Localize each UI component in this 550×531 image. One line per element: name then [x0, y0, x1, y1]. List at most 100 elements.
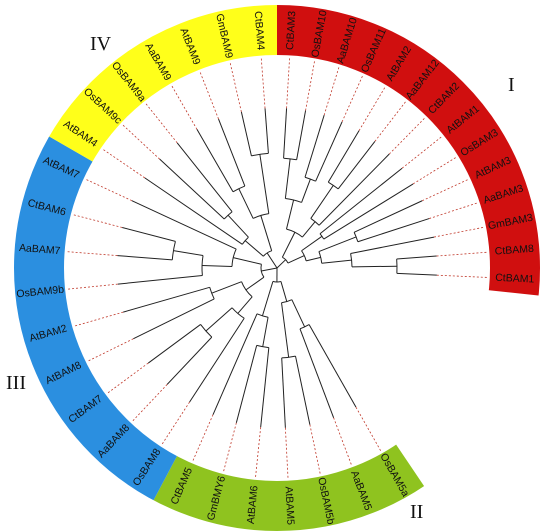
tree-branch	[315, 121, 343, 182]
group-label-ii: II	[410, 501, 424, 523]
tree-branch	[244, 240, 264, 257]
tree-branch	[212, 313, 258, 415]
tree-branch	[122, 227, 176, 242]
tree-branch	[318, 153, 390, 226]
tree-branch	[196, 129, 234, 193]
group-label-iii: III	[6, 372, 26, 394]
leader-line	[103, 149, 146, 179]
leader-line	[223, 422, 237, 472]
tree-branch	[245, 276, 265, 291]
tree-branch	[308, 324, 357, 408]
leader-line	[67, 251, 118, 257]
leader-line	[436, 251, 487, 257]
tree-branch	[281, 302, 290, 358]
tree-branch	[357, 218, 430, 243]
tree-branch	[284, 158, 291, 199]
leader-line	[355, 406, 381, 451]
leader-line	[309, 424, 321, 474]
leader-line	[286, 58, 290, 109]
leader-line	[260, 58, 266, 109]
tree-branch	[260, 215, 273, 251]
tree-branch	[260, 347, 270, 428]
tree-branch	[295, 355, 311, 425]
leader-line	[107, 362, 149, 394]
leader-lines	[67, 58, 487, 478]
tree-branch	[166, 336, 213, 385]
leader-line	[412, 157, 456, 185]
tree-branch	[291, 299, 306, 328]
leader-line	[132, 384, 168, 422]
leader-line	[358, 87, 386, 131]
leader-line	[255, 427, 262, 477]
tree-branch	[261, 281, 274, 316]
tree-branch	[283, 108, 288, 159]
leaf-label-ctbam1: CtBAM1	[495, 272, 535, 286]
tree-branch	[218, 118, 246, 187]
leader-line	[436, 274, 487, 278]
tree-branch	[240, 111, 252, 156]
leaf-label-atbam5: AtBAM5	[282, 486, 296, 525]
ring-sector-ii	[153, 443, 425, 531]
leader-line	[199, 72, 219, 120]
tree-branch	[280, 281, 288, 302]
tree-branch	[304, 114, 325, 178]
tree-branch	[281, 357, 286, 428]
leader-line	[161, 401, 190, 445]
tree-branch	[189, 317, 245, 403]
tree-branch	[351, 265, 397, 268]
ring-sector-i	[277, 4, 541, 296]
tree-branch	[327, 130, 360, 183]
leader-line	[305, 61, 315, 111]
tree-branch	[159, 158, 225, 220]
leader-line	[68, 283, 118, 290]
tree-branch	[396, 255, 437, 260]
tree-branch	[302, 221, 316, 238]
leader-line	[333, 417, 352, 465]
tree-branch	[238, 188, 254, 219]
tree-branch	[123, 286, 210, 313]
tree-branch	[235, 345, 258, 423]
tree-branch	[306, 256, 321, 262]
leader-line	[341, 75, 363, 122]
leader-line	[433, 227, 484, 238]
leaf-label-ctbam4: CtBAM4	[252, 11, 267, 51]
tree-branch	[396, 272, 437, 276]
tree-branch	[176, 142, 233, 213]
leader-line	[401, 136, 442, 169]
tree-branch	[310, 185, 334, 219]
tree-branch	[117, 255, 173, 261]
tree-branch	[321, 259, 352, 264]
leader-line	[374, 101, 406, 142]
tree-branch	[276, 259, 286, 269]
tree-branch	[319, 167, 403, 235]
leader-line	[192, 414, 214, 461]
tree-branch	[353, 200, 423, 233]
tree-branch	[301, 178, 311, 203]
leader-line	[145, 103, 178, 144]
tree-branch	[261, 267, 278, 272]
tree-branch	[350, 236, 435, 254]
tree-branch	[259, 154, 270, 214]
tree-branch	[131, 200, 237, 250]
leader-line	[323, 67, 340, 116]
tree-branches	[117, 108, 437, 428]
leader-line	[88, 338, 134, 362]
tree-branch	[323, 183, 414, 240]
tree-branch	[202, 265, 233, 268]
ring-sector-iv	[48, 4, 277, 162]
tree-branch	[318, 236, 357, 253]
leader-line	[122, 124, 160, 160]
tree-branch	[281, 232, 296, 258]
group-label-i: I	[508, 74, 515, 96]
tree-branch	[285, 199, 295, 230]
tree-branch	[266, 252, 278, 269]
tree-branch	[287, 255, 305, 264]
tree-branch	[227, 214, 249, 238]
leaf-label-atbam6: AtBAM6	[245, 485, 261, 525]
leader-line	[284, 427, 289, 478]
leader-line	[73, 214, 123, 228]
tree-branch	[301, 235, 323, 252]
leader-line	[171, 85, 198, 130]
leaf-label-aabam7: AaBAM7	[19, 242, 61, 257]
